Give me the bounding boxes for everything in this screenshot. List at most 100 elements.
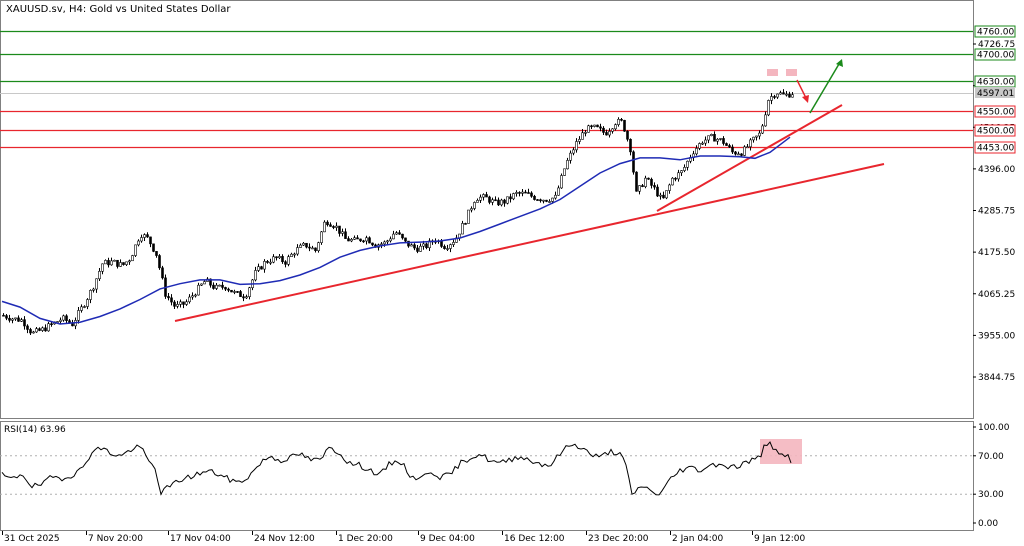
candle-body (746, 146, 749, 149)
candle-body (545, 199, 548, 202)
y-tick-label: 4175.50 (978, 248, 1015, 258)
candle-body (380, 243, 383, 246)
candle-body (113, 259, 116, 262)
candle-body (575, 141, 578, 151)
candle-body (677, 172, 680, 180)
candle-body (335, 225, 338, 228)
candle-body (653, 185, 656, 188)
candle-body (191, 295, 194, 298)
candle-body (404, 237, 407, 242)
rsi-levels (0, 455, 973, 495)
level-tag (974, 141, 1016, 154)
down-arrow (796, 79, 807, 99)
candle-body (554, 194, 557, 199)
candle-body (128, 260, 131, 263)
candle-body (314, 247, 317, 251)
candle-body (218, 284, 221, 287)
candle-body (275, 256, 278, 259)
candle-body (563, 168, 566, 176)
candle-body (491, 199, 494, 203)
candle-body (527, 192, 530, 194)
candle-body (215, 284, 218, 289)
candle-body (758, 132, 761, 137)
x-tick-label: 9 Jan 12:00 (754, 534, 806, 544)
level-tag-label: 4500.00 (977, 127, 1014, 137)
y-tick-label: 4285.75 (978, 207, 1015, 217)
candle-body (551, 197, 554, 202)
top-marker-right (786, 69, 797, 76)
candle-body (92, 288, 95, 291)
candle-body (674, 177, 677, 180)
x-tick-label: 7 Nov 20:00 (88, 534, 143, 544)
candle-body (641, 185, 644, 187)
candle-body (416, 247, 419, 252)
candle-body (155, 251, 158, 256)
candle-body (119, 262, 122, 267)
candle-body (347, 238, 350, 242)
x-axis: 31 Oct 2025 7 Nov 20:00 17 Nov 04:00 24 Nov… (2, 531, 806, 544)
candle-body (494, 199, 497, 202)
candle-body (38, 328, 41, 331)
candle-body (734, 151, 737, 155)
candle-body (482, 194, 485, 198)
candle-body (704, 139, 707, 144)
candle-body (167, 296, 170, 299)
candle-body (44, 327, 47, 332)
candle-body (170, 297, 173, 303)
candle-body (392, 233, 395, 240)
candle-body (419, 245, 422, 252)
level-lines (0, 30, 973, 149)
candle-body (95, 278, 98, 290)
candle-body (182, 301, 185, 305)
candle-body (326, 221, 329, 226)
candle-body (209, 278, 212, 286)
y-tick-label: 4726.75 (978, 40, 1015, 50)
candle-body (185, 301, 188, 305)
x-tick-label: 31 Oct 2025 (4, 534, 60, 544)
candle-body (35, 328, 38, 333)
candle-body (200, 283, 203, 286)
candle-body (701, 142, 704, 145)
candle-body (65, 315, 68, 321)
candle-body (284, 261, 287, 265)
candle-body (230, 289, 233, 293)
rsi-highlight (760, 439, 802, 464)
candle-body (410, 244, 413, 247)
candle-body (584, 132, 587, 134)
candle-body (617, 119, 620, 125)
candle-body (749, 139, 752, 148)
level-tag-label: 4550.00 (977, 108, 1014, 118)
level-tag-label: 4630.00 (977, 78, 1014, 88)
candle-body (302, 242, 305, 246)
candle-body (311, 247, 314, 250)
candle-body (668, 184, 671, 191)
rsi-title: RSI(14) 63.96 (4, 425, 66, 435)
candle-body (707, 135, 710, 141)
candle-body (353, 237, 356, 240)
candle-body (782, 92, 785, 95)
candle-body (764, 114, 767, 127)
candle-body (722, 138, 725, 144)
candle-body (395, 232, 398, 235)
candle-body (62, 315, 65, 321)
candle-body (29, 329, 32, 334)
candle-body (212, 284, 215, 289)
candle-body (278, 256, 281, 259)
candle-body (695, 148, 698, 155)
candle-body (737, 153, 740, 156)
candle-body (401, 233, 404, 239)
candle-body (386, 240, 389, 243)
candle-body (260, 266, 263, 270)
candle-body (422, 243, 425, 247)
candle-body (530, 192, 533, 197)
candle-body (152, 243, 155, 252)
y-tick-label: 4065.25 (978, 290, 1015, 300)
candle-body (308, 246, 311, 249)
candle-body (599, 126, 602, 129)
candle-body (80, 306, 83, 311)
y-tick-label: 3844.75 (978, 373, 1015, 383)
x-tick-label: 17 Nov 04:00 (170, 534, 231, 544)
candle-body (17, 317, 20, 322)
candle-body (503, 199, 506, 204)
candle-body (293, 253, 296, 256)
